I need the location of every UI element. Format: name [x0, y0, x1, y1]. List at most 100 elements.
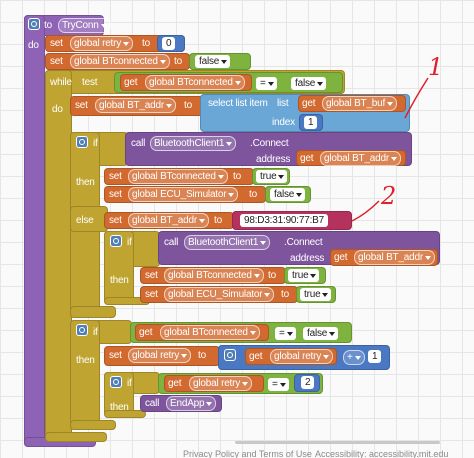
dropdown-field[interactable]: global retry [128, 348, 192, 363]
dropdown-field[interactable]: global BT_buf [322, 96, 398, 111]
block-label: set [50, 56, 63, 67]
block[interactable] [135, 324, 269, 341]
value-field: 1 [304, 116, 318, 129]
block-label: then [110, 275, 129, 286]
block-label: set [50, 38, 63, 49]
block-label: call [145, 398, 160, 409]
block-label: to [268, 270, 276, 281]
block-label: get [300, 153, 314, 164]
block-label: .Connect [284, 237, 323, 248]
dropdown-value[interactable]: = [268, 378, 289, 391]
dropdown-field[interactable]: BluetoothClient1 [184, 235, 271, 250]
dropdown-field[interactable]: global ECU_Simulator [128, 187, 239, 202]
block-label: to [281, 289, 289, 300]
dropdown-value[interactable]: false [291, 77, 327, 90]
block-label: do [28, 40, 39, 51]
block-label: get [249, 351, 263, 362]
dropdown-field[interactable]: global BTconnected [160, 325, 260, 340]
block-label: to [249, 189, 257, 200]
dropdown-field[interactable]: global ECU_Simulator [164, 287, 275, 302]
dropdown-value[interactable]: true [300, 288, 332, 301]
block-label: to [214, 215, 222, 226]
gear-icon[interactable] [76, 136, 88, 148]
block-label: to [198, 350, 206, 361]
value-field: 1 [368, 350, 382, 363]
footer-link[interactable]: Privacy Policy and Terms of Use [183, 449, 312, 458]
annotation-line [351, 200, 380, 222]
block-label: then [76, 177, 95, 188]
dropdown-field[interactable]: global BT_addr [128, 213, 210, 228]
block-label: address [290, 253, 325, 264]
block[interactable] [70, 206, 108, 232]
block-label: .Connect [250, 138, 289, 149]
block-label: if [127, 237, 132, 248]
value-field: 2 [301, 376, 315, 389]
value-field: 98:D3:31:90:77:B7 [240, 214, 328, 227]
block-label: test [82, 77, 98, 88]
block-label: while [50, 77, 72, 88]
dropdown-value[interactable]: true [256, 170, 288, 183]
dropdown-field[interactable]: global BT_addr [95, 98, 177, 113]
dropdown-value[interactable]: false [270, 188, 306, 201]
dropdown-field[interactable]: EndApp [166, 396, 217, 411]
block[interactable] [45, 432, 107, 442]
dropdown-field[interactable]: global BT_addr [320, 151, 402, 166]
block[interactable] [70, 320, 100, 430]
dropdown-value[interactable]: true [288, 269, 320, 282]
block-label: set [145, 289, 158, 300]
dropdown-field[interactable]: global BTconnected [145, 75, 245, 90]
dropdown-field[interactable]: global BT_addr [354, 250, 436, 265]
block-label: list [277, 98, 289, 109]
dropdown-value[interactable]: false [303, 327, 339, 340]
value-field: 0 [162, 37, 176, 50]
block-label: select list item [208, 98, 268, 109]
dropdown-value[interactable]: = [256, 77, 277, 90]
dropdown-field[interactable]: global BTconnected [164, 268, 264, 283]
dropdown-field[interactable]: global BTconnected [128, 169, 228, 184]
block-label: to [44, 20, 52, 31]
block-label: get [302, 98, 316, 109]
block-label: if [93, 138, 98, 149]
annotation-number: 2 [380, 182, 396, 210]
gear-icon[interactable] [28, 18, 40, 30]
gear-icon[interactable] [110, 376, 122, 388]
block-label: then [76, 355, 95, 366]
block-label: set [145, 270, 158, 281]
block-label: to [174, 56, 182, 67]
block-label: to [184, 100, 192, 111]
block[interactable] [70, 306, 116, 318]
dropdown-field[interactable]: BluetoothClient1 [150, 136, 237, 151]
dropdown-field[interactable]: global retry [189, 376, 253, 391]
block-label: get [168, 378, 182, 389]
dropdown-value[interactable]: false [195, 55, 231, 68]
annotation-number: 1 [428, 53, 443, 81]
dropdown-field[interactable]: global retry [70, 36, 134, 51]
dropdown-value[interactable]: = [275, 327, 296, 340]
gear-icon[interactable] [76, 324, 88, 336]
gear-icon[interactable] [110, 235, 122, 247]
block-label: address [256, 154, 291, 165]
block-label: if [127, 378, 132, 389]
annotation-line [404, 77, 429, 119]
dropdown-field[interactable]: + [343, 350, 365, 365]
scrollbar[interactable] [235, 441, 440, 444]
dropdown-field[interactable]: TryConn [58, 18, 111, 33]
gear-icon[interactable] [224, 349, 236, 361]
block-label: call [131, 138, 146, 149]
block[interactable] [245, 348, 337, 365]
block[interactable] [104, 410, 146, 418]
block-label: then [110, 402, 129, 413]
block-label: call [164, 237, 179, 248]
block-label: if [93, 327, 98, 338]
block[interactable] [140, 395, 222, 412]
block[interactable] [104, 231, 134, 305]
block-label: get [334, 252, 348, 263]
block[interactable] [120, 74, 252, 91]
block-label: set [109, 189, 122, 200]
block-label: get [139, 327, 153, 338]
block[interactable] [70, 420, 116, 430]
dropdown-field[interactable]: global retry [270, 349, 334, 364]
footer-link[interactable]: Accessibility: accessibility.mit.edu [315, 449, 449, 458]
dropdown-field[interactable]: global BTconnected [70, 54, 170, 69]
